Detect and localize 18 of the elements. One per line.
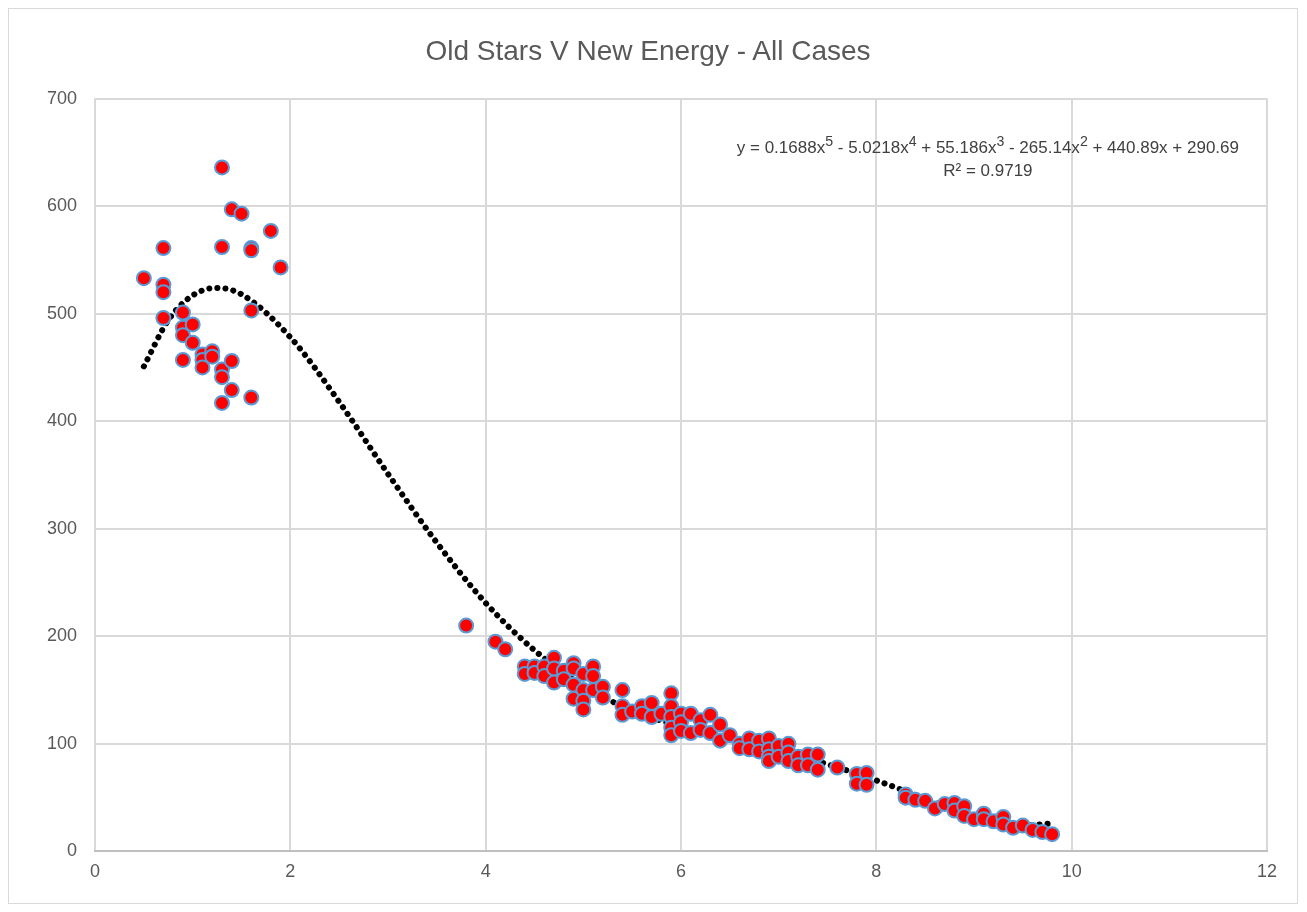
chart-title: Old Stars V New Energy - All Cases: [425, 34, 871, 66]
x-tick-label: 10: [1061, 861, 1082, 882]
y-tick-label: 600: [46, 195, 78, 216]
y-tick-label: 700: [46, 87, 78, 108]
x-tick-label: 12: [1256, 861, 1278, 882]
y-tick-label: 300: [46, 517, 78, 538]
y-tick-label: 100: [46, 732, 78, 753]
x-tick-label: 8: [871, 861, 882, 882]
text: y = 0.1688x$^{5}$ - 5.0218x$^{4}$ + 55.186x$^{3}$ - 265.14x$^{2}$ + 440.89x + 290.69: [736, 132, 1239, 157]
x-tick-label: 4: [480, 861, 491, 882]
y-tick-label: 500: [46, 302, 78, 323]
x-tick-label: 6: [676, 861, 687, 882]
y-tick-label: 0: [67, 840, 78, 861]
y-tick-label: 400: [46, 410, 78, 431]
annotation: R² = 0.9719: [942, 160, 1034, 183]
x-tick-label: 2: [285, 861, 296, 882]
y-tick-label: 200: [46, 625, 78, 646]
x-tick-label: 0: [90, 861, 101, 882]
